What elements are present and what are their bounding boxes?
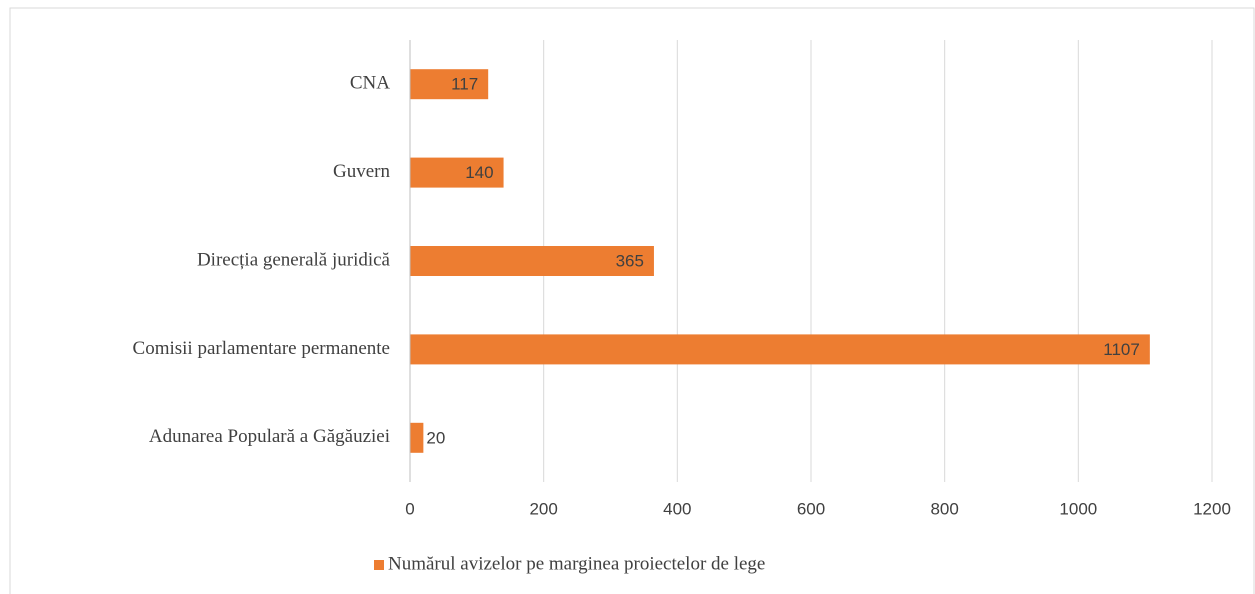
x-tick-label: 800 (930, 499, 958, 518)
bar (410, 334, 1150, 365)
x-tick-label: 1000 (1059, 499, 1097, 518)
x-tick-label: 0 (405, 499, 414, 518)
bar (410, 422, 424, 453)
data-label: 1107 (1103, 340, 1140, 359)
legend-swatch (374, 560, 384, 570)
data-label: 365 (616, 251, 644, 270)
y-tick-label: CNA (350, 73, 390, 94)
x-tick-label: 200 (529, 499, 557, 518)
y-tick-label: Direcția generală juridică (197, 249, 391, 270)
y-tick-label: Comisii parlamentare permanente (133, 338, 390, 359)
data-label: 140 (465, 163, 493, 182)
bar (410, 157, 504, 188)
y-tick-label: Adunarea Populară a Găgăuziei (149, 426, 390, 447)
x-tick-label: 600 (797, 499, 825, 518)
y-tick-label: Guvern (333, 161, 390, 182)
bar (410, 246, 654, 276)
bar (410, 69, 489, 100)
legend-label: Numărul avizelor pe marginea proiectelor… (388, 553, 765, 574)
data-label: 117 (451, 75, 478, 94)
data-label: 20 (426, 428, 445, 447)
x-tick-label: 400 (663, 499, 691, 518)
chart-frame (9, 7, 1255, 594)
x-tick-label: 1200 (1193, 499, 1231, 518)
